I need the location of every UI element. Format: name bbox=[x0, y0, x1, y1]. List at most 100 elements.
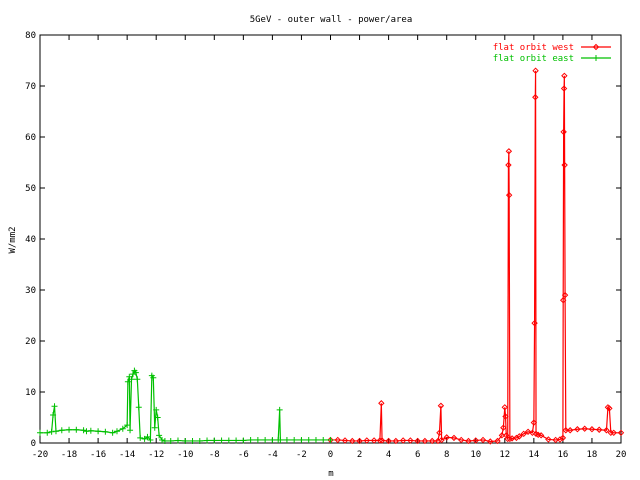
data-point bbox=[233, 437, 240, 444]
x-tick-label: -4 bbox=[267, 450, 278, 460]
x-tick-label: 10 bbox=[470, 450, 481, 460]
data-point bbox=[378, 400, 385, 407]
data-point bbox=[376, 437, 384, 444]
data-point bbox=[269, 436, 276, 443]
data-point bbox=[581, 425, 588, 432]
x-tick-label: -6 bbox=[238, 450, 249, 460]
data-point bbox=[603, 427, 610, 434]
y-tick-label: 10 bbox=[25, 388, 36, 398]
x-tick-label: 20 bbox=[616, 450, 627, 460]
data-point bbox=[48, 428, 55, 435]
data-point bbox=[428, 437, 436, 445]
series-1 bbox=[37, 367, 334, 444]
x-tick-label: -10 bbox=[177, 450, 193, 460]
data-point bbox=[128, 376, 135, 383]
data-point bbox=[437, 402, 445, 409]
data-point bbox=[196, 437, 203, 444]
data-point bbox=[561, 72, 568, 80]
data-point bbox=[305, 436, 312, 443]
data-point bbox=[506, 435, 514, 443]
x-tick-label: -14 bbox=[119, 450, 135, 460]
data-point bbox=[505, 148, 513, 155]
x-tick-label: 12 bbox=[499, 450, 510, 460]
data-point bbox=[385, 437, 392, 445]
data-point bbox=[211, 437, 218, 444]
data-point bbox=[450, 434, 458, 442]
data-point bbox=[83, 428, 90, 435]
data-point bbox=[113, 428, 120, 435]
x-tick-label: 4 bbox=[386, 450, 391, 460]
data-point bbox=[537, 432, 545, 439]
data-point bbox=[135, 404, 142, 411]
data-point bbox=[399, 437, 407, 444]
x-tick-label: 0 bbox=[328, 450, 333, 460]
data-point bbox=[283, 436, 290, 443]
data-point bbox=[159, 436, 166, 443]
y-tick-label: 80 bbox=[25, 31, 36, 41]
y-tick-label: 30 bbox=[25, 286, 36, 296]
data-point bbox=[291, 436, 298, 443]
data-point bbox=[545, 436, 552, 443]
data-point bbox=[341, 437, 349, 444]
data-point bbox=[498, 432, 506, 439]
data-point bbox=[124, 422, 131, 429]
data-point bbox=[80, 427, 87, 434]
data-point bbox=[109, 429, 116, 436]
data-point bbox=[494, 437, 501, 445]
data-point bbox=[134, 376, 141, 383]
data-point bbox=[588, 426, 596, 433]
x-axis-label: m bbox=[328, 469, 333, 479]
data-point bbox=[204, 437, 211, 444]
data-point bbox=[240, 437, 247, 444]
data-point bbox=[421, 437, 429, 445]
data-point bbox=[593, 55, 599, 61]
data-point bbox=[167, 437, 174, 444]
data-point bbox=[530, 419, 538, 426]
data-point bbox=[479, 436, 487, 444]
data-point bbox=[610, 429, 617, 437]
data-point bbox=[559, 296, 567, 304]
data-point bbox=[596, 426, 603, 433]
data-point bbox=[312, 436, 319, 443]
data-point bbox=[132, 369, 139, 376]
data-point bbox=[144, 433, 151, 440]
data-point bbox=[247, 436, 254, 443]
data-point bbox=[532, 67, 539, 74]
x-tick-label: 18 bbox=[587, 450, 598, 460]
x-tick-label: -20 bbox=[32, 450, 48, 460]
data-point bbox=[560, 85, 568, 92]
data-point bbox=[500, 424, 507, 431]
data-point bbox=[516, 433, 523, 440]
x-tick-label: 8 bbox=[444, 450, 449, 460]
data-point bbox=[617, 429, 625, 437]
data-point bbox=[574, 426, 581, 433]
data-point bbox=[505, 191, 513, 199]
series-line bbox=[330, 70, 621, 443]
data-point bbox=[154, 414, 161, 421]
data-point bbox=[161, 437, 168, 444]
data-point bbox=[124, 378, 131, 385]
x-tick-label: -8 bbox=[209, 450, 220, 460]
data-point bbox=[66, 426, 73, 433]
data-point bbox=[561, 291, 569, 299]
data-point bbox=[487, 438, 494, 445]
data-point bbox=[436, 429, 443, 437]
legend-label: flat orbit west bbox=[493, 43, 574, 53]
x-tick-label: -2 bbox=[296, 450, 307, 460]
data-point bbox=[87, 427, 94, 434]
y-tick-label: 40 bbox=[25, 235, 36, 245]
data-point bbox=[529, 429, 536, 437]
x-tick-label: 2 bbox=[357, 450, 362, 460]
data-point bbox=[151, 424, 158, 431]
data-point bbox=[320, 436, 327, 443]
y-axis-label: W/mm2 bbox=[8, 226, 18, 253]
data-point bbox=[150, 374, 157, 381]
data-point bbox=[606, 405, 613, 412]
data-point bbox=[370, 437, 378, 444]
data-point bbox=[501, 404, 509, 411]
x-tick-label: 14 bbox=[528, 450, 539, 460]
series-0 bbox=[327, 67, 625, 445]
data-point bbox=[298, 436, 305, 443]
